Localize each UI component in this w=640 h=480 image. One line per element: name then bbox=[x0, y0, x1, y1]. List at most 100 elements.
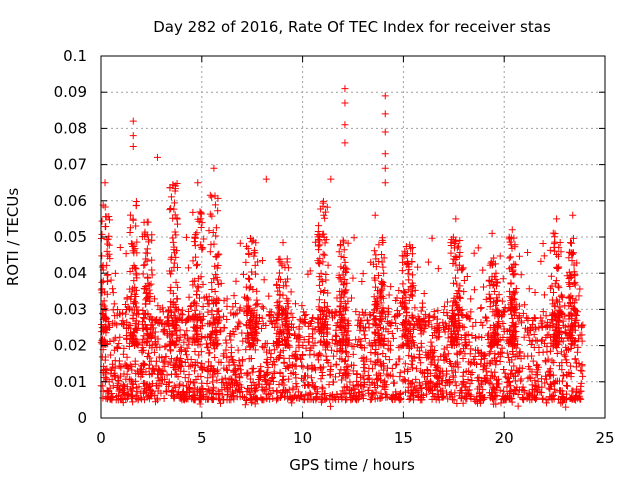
data-point bbox=[512, 309, 520, 317]
data-point bbox=[503, 349, 511, 357]
data-point bbox=[408, 352, 416, 360]
data-point bbox=[302, 390, 310, 398]
data-point bbox=[305, 382, 313, 390]
data-point bbox=[248, 332, 256, 340]
data-point bbox=[206, 191, 214, 199]
data-point bbox=[127, 295, 135, 303]
data-point bbox=[547, 272, 555, 280]
data-point bbox=[129, 337, 137, 345]
data-point bbox=[563, 272, 571, 280]
data-point bbox=[105, 241, 113, 249]
data-point bbox=[291, 354, 299, 362]
data-point bbox=[247, 355, 255, 363]
data-point bbox=[381, 179, 389, 187]
data-point bbox=[98, 217, 106, 225]
data-point bbox=[147, 280, 155, 288]
data-point bbox=[292, 370, 300, 378]
data-point bbox=[256, 367, 264, 375]
data-point bbox=[283, 333, 291, 341]
data-point bbox=[343, 331, 351, 339]
data-point bbox=[220, 323, 228, 331]
data-point bbox=[143, 352, 151, 360]
data-point bbox=[468, 369, 476, 377]
data-point bbox=[187, 355, 195, 363]
data-point bbox=[235, 373, 243, 381]
data-point bbox=[498, 297, 506, 305]
data-point bbox=[520, 388, 528, 396]
data-point bbox=[440, 323, 448, 331]
data-point bbox=[320, 333, 328, 341]
data-point bbox=[328, 336, 336, 344]
data-point bbox=[498, 344, 506, 352]
data-point bbox=[512, 284, 520, 292]
data-point bbox=[526, 374, 534, 382]
data-point bbox=[249, 368, 257, 376]
data-point bbox=[353, 382, 361, 390]
data-point bbox=[443, 389, 451, 397]
data-point bbox=[171, 360, 179, 368]
data-point bbox=[532, 336, 540, 344]
data-point bbox=[409, 364, 417, 372]
data-point bbox=[341, 85, 349, 93]
y-tick-label: 0.04 bbox=[54, 264, 87, 282]
data-point bbox=[219, 396, 227, 404]
data-point bbox=[459, 399, 467, 407]
data-point bbox=[571, 278, 579, 286]
data-point bbox=[99, 382, 107, 390]
data-point bbox=[117, 364, 125, 372]
data-point bbox=[336, 337, 344, 345]
data-point bbox=[323, 307, 331, 315]
data-point bbox=[557, 248, 565, 256]
data-point bbox=[382, 391, 390, 399]
data-point bbox=[316, 237, 324, 245]
data-point bbox=[566, 239, 574, 247]
data-point bbox=[226, 329, 234, 337]
data-point bbox=[282, 315, 290, 323]
data-point bbox=[573, 348, 581, 356]
data-point bbox=[460, 288, 468, 296]
data-point bbox=[210, 164, 218, 172]
data-point bbox=[408, 250, 416, 258]
data-point bbox=[269, 374, 277, 382]
data-point bbox=[322, 208, 330, 216]
data-point bbox=[100, 314, 108, 322]
data-point bbox=[109, 319, 117, 327]
data-point bbox=[401, 331, 409, 339]
data-point bbox=[561, 323, 569, 331]
data-point bbox=[467, 295, 475, 303]
data-point bbox=[333, 390, 341, 398]
data-point bbox=[418, 299, 426, 307]
data-point bbox=[317, 337, 325, 345]
data-point bbox=[300, 308, 308, 316]
data-point bbox=[457, 394, 465, 402]
data-point bbox=[152, 362, 160, 370]
data-point bbox=[440, 303, 448, 311]
data-point bbox=[457, 266, 465, 274]
data-point bbox=[500, 325, 508, 333]
data-point bbox=[126, 211, 134, 219]
data-point bbox=[315, 281, 323, 289]
data-point bbox=[502, 396, 510, 404]
data-point bbox=[181, 331, 189, 339]
data-point bbox=[206, 349, 214, 357]
data-point bbox=[129, 242, 137, 250]
data-point bbox=[198, 315, 206, 323]
data-point bbox=[145, 281, 153, 289]
data-point bbox=[314, 233, 322, 241]
data-point bbox=[168, 387, 176, 395]
data-point bbox=[419, 328, 427, 336]
data-point bbox=[281, 392, 289, 400]
data-point bbox=[172, 278, 180, 286]
data-point bbox=[562, 329, 570, 337]
y-tick-label: 0.03 bbox=[54, 300, 87, 318]
data-point bbox=[276, 348, 284, 356]
data-point bbox=[261, 340, 269, 348]
data-point bbox=[537, 319, 545, 327]
data-point bbox=[127, 376, 135, 384]
data-point bbox=[375, 241, 383, 249]
data-point bbox=[371, 338, 379, 346]
data-point bbox=[147, 325, 155, 333]
data-point bbox=[397, 299, 405, 307]
data-point bbox=[252, 336, 260, 344]
data-point bbox=[282, 278, 290, 286]
